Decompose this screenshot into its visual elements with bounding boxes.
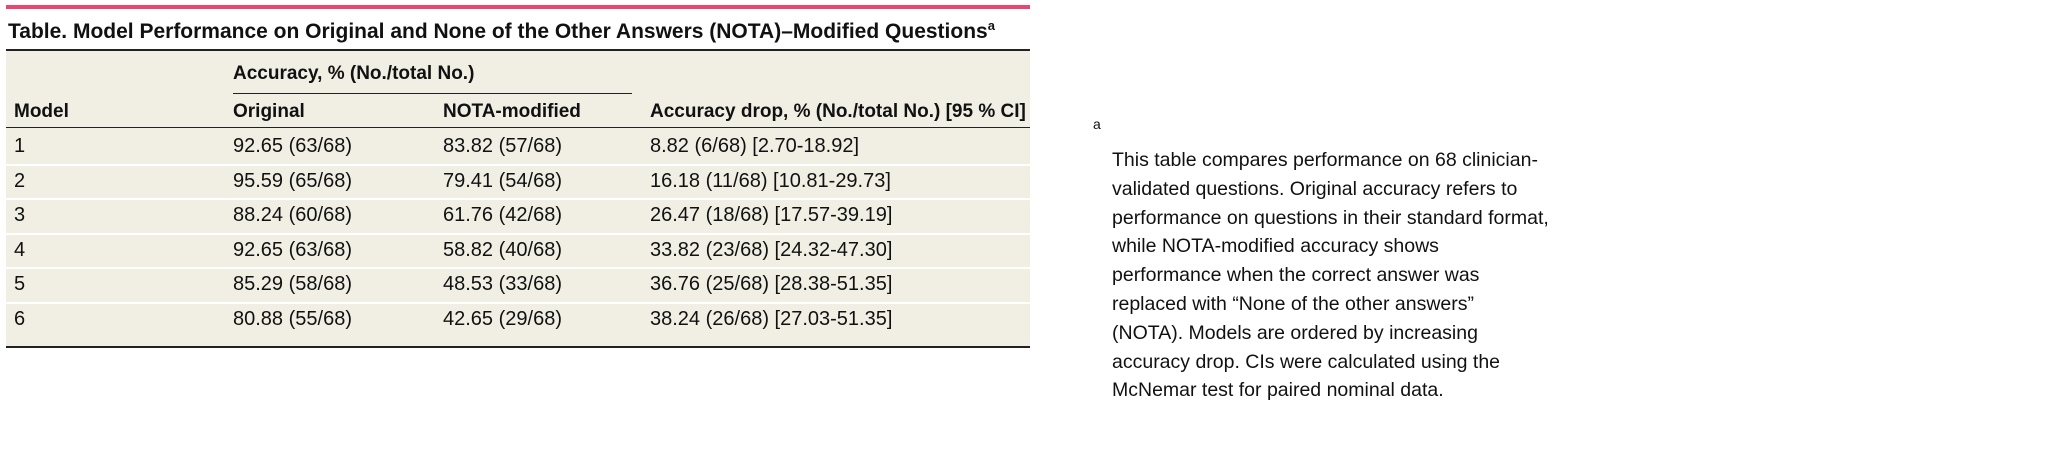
table-cell: 48.53 (33/68) <box>443 273 562 296</box>
table-cell: 83.82 (57/68) <box>443 135 562 157</box>
table-cell: 92.65 (63/68) <box>233 238 352 261</box>
column-header: NOTA-modified <box>443 101 581 122</box>
column-header: Original <box>233 101 305 122</box>
table-cell: 38.24 (26/68) [27.03-51.35] <box>650 308 893 330</box>
row-separator <box>6 198 1030 201</box>
footnote-text: This table compares performance on 68 cl… <box>1112 149 1549 402</box>
footnote-marker: a <box>1093 116 1101 132</box>
table-cell: 3 <box>14 204 26 227</box>
table-cell: 6 <box>14 308 26 330</box>
table-cell: 79.41 (54/68) <box>443 169 562 192</box>
table-cell: 85.29 (58/68) <box>233 273 352 296</box>
accent-bar <box>6 5 1030 9</box>
table-cell: 92.65 (63/68) <box>233 135 352 157</box>
table-cell: 1 <box>14 135 26 157</box>
table-cell: 16.18 (11/68) [10.81-29.73] <box>650 169 891 192</box>
table-cell: 26.47 (18/68) [17.57-39.19] <box>650 204 893 227</box>
title-text: Table. Model Performance on Original and… <box>8 20 988 43</box>
column-header: Accuracy drop, % (No./total No.) [95 % C… <box>650 101 1026 122</box>
table-cell: 58.82 (40/68) <box>443 238 562 261</box>
row-separator <box>6 232 1030 235</box>
table-cell: 61.76 (42/68) <box>443 204 562 227</box>
table-cell: 42.65 (29/68) <box>443 308 562 330</box>
title-footnote-marker: a <box>987 18 995 33</box>
table-cell: 80.88 (55/68) <box>233 308 352 330</box>
bottom-rule <box>6 346 1030 348</box>
table-cell: 4 <box>14 238 26 261</box>
group-underline <box>233 93 632 94</box>
table-cell: 36.76 (25/68) [28.38-51.35] <box>650 273 893 296</box>
table-cell: 5 <box>14 273 26 296</box>
row-separator <box>6 163 1030 166</box>
row-separator <box>6 267 1030 270</box>
column-header: Model <box>14 101 69 122</box>
header-rule <box>6 127 1030 128</box>
table-cell: 2 <box>14 169 26 192</box>
top-rule <box>6 49 1030 51</box>
table-cell: 33.82 (23/68) [24.32-47.30] <box>650 238 893 261</box>
group-header: Accuracy, % (No./total No.) <box>233 63 475 84</box>
table-cell: 88.24 (60/68) <box>233 204 352 227</box>
row-separator <box>6 302 1030 304</box>
table-cell: 8.82 (6/68) [2.70-18.92] <box>650 135 860 157</box>
table-cell: 95.59 (65/68) <box>233 169 352 192</box>
table-title: Table. Model Performance on Original and… <box>8 18 995 44</box>
